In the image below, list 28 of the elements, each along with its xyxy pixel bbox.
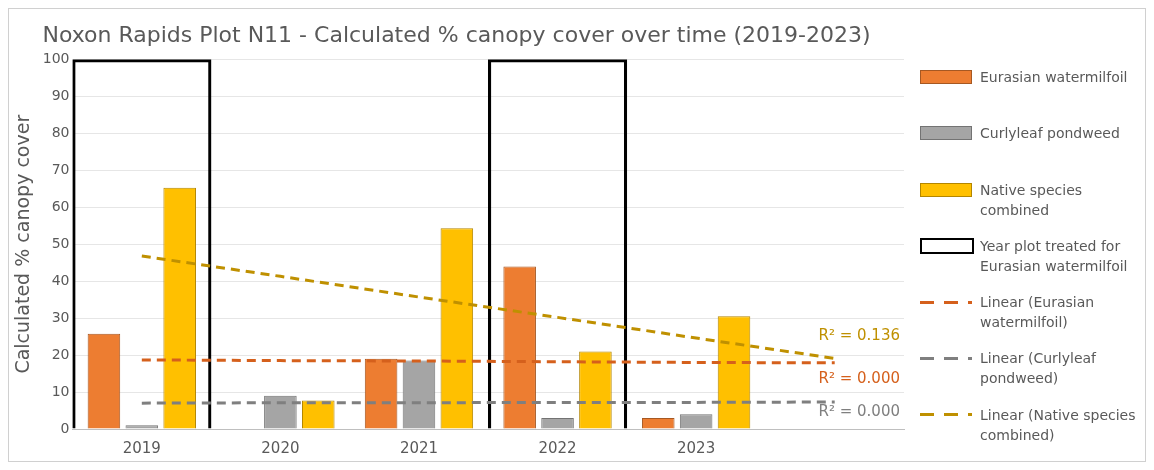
x-tick-label: 2019 xyxy=(122,438,161,457)
legend-label: Year plot treated for Eurasian watermilfoil xyxy=(980,236,1129,276)
legend-label: Linear (Eurasian watermilfoil) xyxy=(980,293,1096,333)
chart-title: Noxon Rapids Plot N11 - Calculated % canopy cover over time (2019-2023) xyxy=(42,21,871,47)
y-tick-label: 90 xyxy=(51,87,70,103)
y-tick-label: 80 xyxy=(51,123,70,140)
annotation: R² = 0.000 xyxy=(818,401,900,420)
legend-label: Linear (Curlyleaf pondweed) xyxy=(980,349,1098,389)
y-tick-label: 70 xyxy=(51,160,70,177)
y-tick-label: 10 xyxy=(51,382,70,399)
x-tick-label: 2020 xyxy=(261,438,300,457)
y-tick-label: 20 xyxy=(51,345,70,362)
y-tick-label: 50 xyxy=(51,234,70,251)
x-tick-label: 2022 xyxy=(538,438,577,457)
y-tick-label: 100 xyxy=(42,50,70,67)
y-tick-label: 40 xyxy=(51,271,70,288)
x-tick-label: 2021 xyxy=(399,438,439,457)
y-axis-title: Calculated % canopy cover xyxy=(11,114,34,374)
legend-label: Eurasian watermilfoil xyxy=(980,68,1129,87)
legend-label: Curlyleaf pondweed xyxy=(980,124,1121,144)
y-tick-label: 30 xyxy=(51,308,70,325)
annotation: R² = 0.136 xyxy=(818,326,900,345)
x-tick-label: 2023 xyxy=(677,438,716,457)
annotation: R² = 0.000 xyxy=(818,368,900,387)
y-tick-label: 0 xyxy=(60,419,70,436)
y-tick-label: 60 xyxy=(51,197,70,214)
legend-label: Native species combined xyxy=(980,180,1084,220)
legend-label: Linear (Native species combined) xyxy=(980,405,1137,445)
